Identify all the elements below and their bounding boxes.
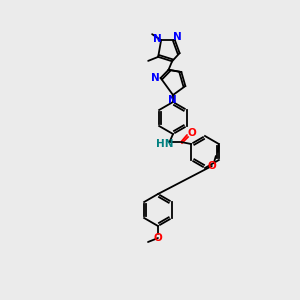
Text: N: N	[168, 95, 176, 105]
Text: N: N	[172, 32, 181, 42]
Text: HN: HN	[156, 139, 174, 149]
Text: N: N	[151, 73, 160, 83]
Text: N: N	[153, 34, 161, 44]
Text: O: O	[154, 233, 162, 243]
Text: O: O	[188, 128, 196, 138]
Text: O: O	[208, 161, 216, 171]
